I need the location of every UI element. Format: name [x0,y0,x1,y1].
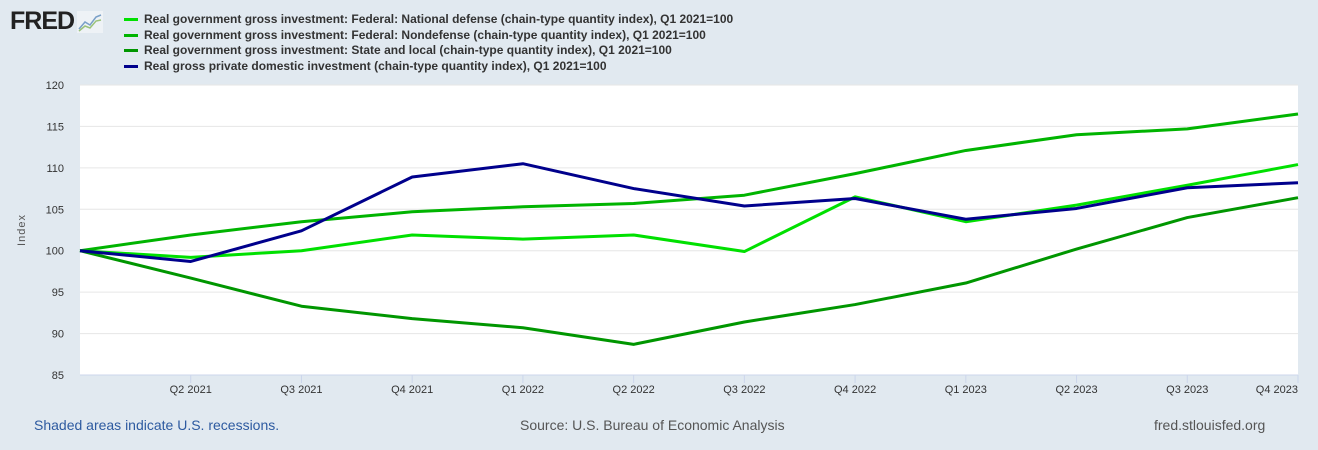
source-note: Source: U.S. Bureau of Economic Analysis [520,417,785,433]
legend-label: Real government gross investment: Federa… [144,12,734,26]
legend-swatch [124,64,138,68]
series-line-3 [79,162,1299,263]
y-tick-label: 85 [52,370,64,382]
x-tick-label: Q1 2022 [502,384,544,396]
legend-item[interactable]: Real government gross investment: Federa… [124,12,733,28]
legend-item[interactable]: Real government gross investment: Federa… [124,28,733,44]
legend-label: Real gross private domestic investment (… [144,58,607,73]
y-tick-label: 120 [46,80,64,92]
legend-label: Real government gross investment: Federa… [144,27,706,42]
series-line-1 [79,112,1299,253]
legend-item[interactable]: Real government gross investment: State … [124,43,733,59]
x-tick-label: Q3 2022 [723,384,765,396]
chart-legend: Real government gross investment: Federa… [124,12,733,74]
y-tick-label: 100 [46,246,64,258]
series-line-0 [79,163,1299,259]
legend-label: Real government gross investment: State … [144,43,672,57]
chart-line-icon [77,10,104,33]
fred-logo[interactable]: FRED [10,7,104,36]
x-tick-label: Q3 2023 [1166,384,1208,396]
legend-swatch [124,18,138,22]
legend-swatch [124,49,138,53]
fred-logo-text: FRED [10,7,75,35]
legend-swatch [124,33,138,37]
x-tick-label: Q4 2022 [834,384,876,396]
x-tick-label: Q2 2023 [1055,384,1097,396]
x-tick-label: Q4 2021 [391,384,433,396]
y-tick-label: 115 [46,121,64,133]
x-tick-label: Q2 2021 [170,384,212,396]
legend-item[interactable]: Real gross private domestic investment (… [124,59,733,75]
x-tick-label: Q2 2022 [613,384,655,396]
x-tick-label: Q1 2023 [945,384,987,396]
plot-area [80,85,1298,375]
y-tick-label: 90 [52,329,64,341]
y-tick-label: 105 [46,204,64,216]
recession-note: Shaded areas indicate U.S. recessions. [34,417,280,433]
series-line-2 [79,196,1299,346]
site-link[interactable]: fred.stlouisfed.org [1154,417,1266,433]
x-tick-label: Q4 2023 [1256,384,1298,396]
y-tick-label: 110 [46,163,64,175]
y-axis-label: Index [16,214,28,246]
x-tick-label: Q3 2021 [280,384,322,396]
y-tick-label: 95 [52,287,64,299]
